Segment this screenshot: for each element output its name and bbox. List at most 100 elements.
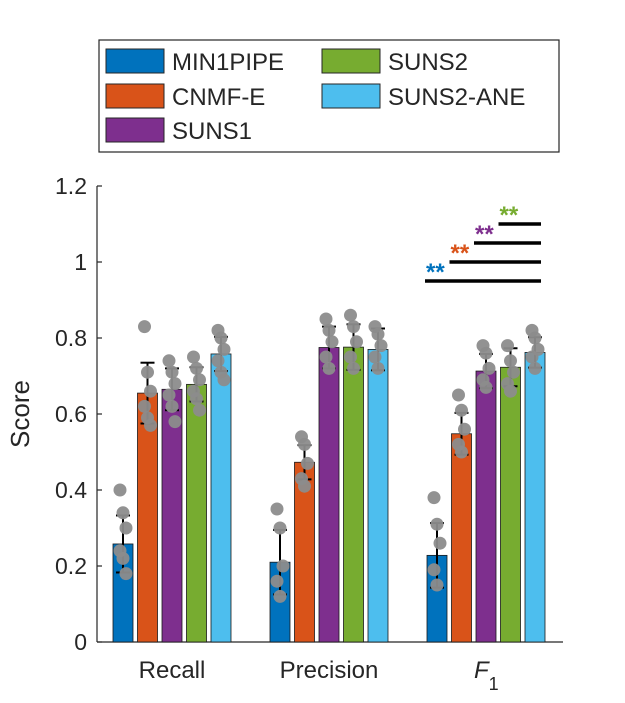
data-point bbox=[113, 483, 127, 497]
legend-label-3: SUNS2 bbox=[388, 49, 468, 76]
data-point bbox=[344, 308, 357, 322]
x-tick-label-1: Precision bbox=[280, 657, 379, 684]
data-point bbox=[433, 536, 447, 550]
data-point bbox=[482, 361, 496, 375]
data-point bbox=[168, 415, 182, 429]
data-point bbox=[325, 335, 339, 349]
y-axis-label: Score bbox=[5, 380, 35, 448]
data-point bbox=[319, 312, 333, 326]
data-point bbox=[455, 403, 468, 417]
data-point bbox=[479, 380, 493, 394]
data-point bbox=[427, 491, 441, 505]
data-point bbox=[371, 361, 385, 375]
bar-1-2 bbox=[451, 433, 472, 643]
legend-swatch-1 bbox=[105, 83, 165, 109]
data-point bbox=[504, 384, 517, 398]
y-tick-label: 1 bbox=[74, 249, 87, 275]
data-point bbox=[319, 350, 333, 364]
data-point bbox=[214, 331, 228, 345]
legend-swatch-4 bbox=[321, 83, 381, 109]
data-point bbox=[458, 422, 471, 436]
data-point bbox=[427, 563, 441, 577]
data-point bbox=[187, 350, 200, 364]
data-point bbox=[144, 418, 157, 432]
data-point bbox=[165, 399, 179, 413]
y-tick-label: 0.6 bbox=[55, 401, 87, 427]
legend-label-0: MIN1PIPE bbox=[172, 49, 284, 76]
data-point bbox=[165, 365, 179, 379]
bar-4-0 bbox=[210, 353, 232, 643]
y-tick-label: 0.8 bbox=[55, 325, 87, 351]
data-point bbox=[168, 377, 182, 391]
data-point bbox=[350, 335, 363, 349]
bar-3-2 bbox=[500, 366, 521, 643]
data-point bbox=[144, 384, 157, 398]
x-tick-subscript: 1 bbox=[489, 674, 499, 694]
data-point bbox=[430, 578, 444, 592]
data-point bbox=[162, 388, 176, 402]
data-point bbox=[119, 521, 133, 535]
legend-swatch-2 bbox=[105, 117, 165, 143]
data-point bbox=[116, 506, 130, 520]
y-tick-label: 0.2 bbox=[55, 553, 87, 579]
x-tick-label-2: F1 bbox=[474, 657, 499, 694]
bar-2-2 bbox=[475, 370, 497, 643]
legend-swatch-3 bbox=[321, 48, 381, 74]
data-point bbox=[368, 350, 382, 364]
bars bbox=[112, 346, 546, 643]
x-tick-label-0: Recall bbox=[139, 657, 206, 684]
data-point bbox=[273, 589, 287, 603]
significance-label-3: ** bbox=[500, 202, 519, 229]
legend-label-2: SUNS1 bbox=[172, 118, 252, 145]
significance-markers: ******** bbox=[425, 202, 541, 286]
data-point bbox=[501, 339, 514, 353]
significance-label-1: ** bbox=[451, 240, 470, 267]
data-point bbox=[217, 342, 231, 356]
data-point bbox=[116, 551, 130, 565]
data-point bbox=[347, 361, 360, 375]
bar-3-0 bbox=[186, 383, 207, 643]
significance-label-2: ** bbox=[475, 221, 494, 248]
data-point bbox=[190, 361, 203, 375]
data-point bbox=[507, 365, 520, 379]
data-point bbox=[162, 354, 176, 368]
data-point bbox=[270, 574, 284, 588]
data-point bbox=[217, 373, 231, 387]
data-point bbox=[455, 445, 468, 459]
data-point bbox=[528, 331, 542, 345]
data-point bbox=[298, 437, 311, 451]
data-point bbox=[138, 399, 151, 413]
data-point bbox=[270, 502, 284, 516]
data-point bbox=[452, 388, 465, 402]
data-point bbox=[211, 354, 225, 368]
data-point bbox=[322, 361, 336, 375]
data-point bbox=[322, 323, 336, 337]
y-tick-label: 1.2 bbox=[55, 173, 87, 199]
data-point bbox=[141, 365, 154, 379]
data-point bbox=[504, 354, 517, 368]
data-point bbox=[193, 403, 206, 417]
data-point bbox=[479, 346, 493, 360]
bar-4-2 bbox=[524, 352, 546, 643]
legend-label-1: CNMF-E bbox=[172, 84, 265, 111]
data-point bbox=[344, 350, 357, 364]
data-point bbox=[347, 320, 360, 334]
data-point bbox=[430, 517, 444, 531]
data-point bbox=[138, 320, 151, 334]
data-point bbox=[193, 373, 206, 387]
data-point bbox=[273, 521, 287, 535]
bar-4-1 bbox=[367, 348, 389, 643]
significance-label-0: ** bbox=[426, 259, 445, 286]
y-tick-label: 0.4 bbox=[55, 477, 87, 503]
legend-swatch-0 bbox=[105, 48, 165, 74]
legend-label-4: SUNS2-ANE bbox=[388, 84, 525, 111]
legend: MIN1PIPE CNMF-E SUNS1 SUNS2 SUNS2-ANE bbox=[98, 39, 560, 153]
data-point bbox=[119, 567, 133, 581]
data-point bbox=[374, 339, 388, 353]
data-points bbox=[113, 308, 545, 603]
y-tick-label: 0 bbox=[74, 629, 87, 655]
data-point bbox=[525, 350, 539, 364]
data-point bbox=[301, 456, 314, 470]
data-point bbox=[298, 479, 311, 493]
